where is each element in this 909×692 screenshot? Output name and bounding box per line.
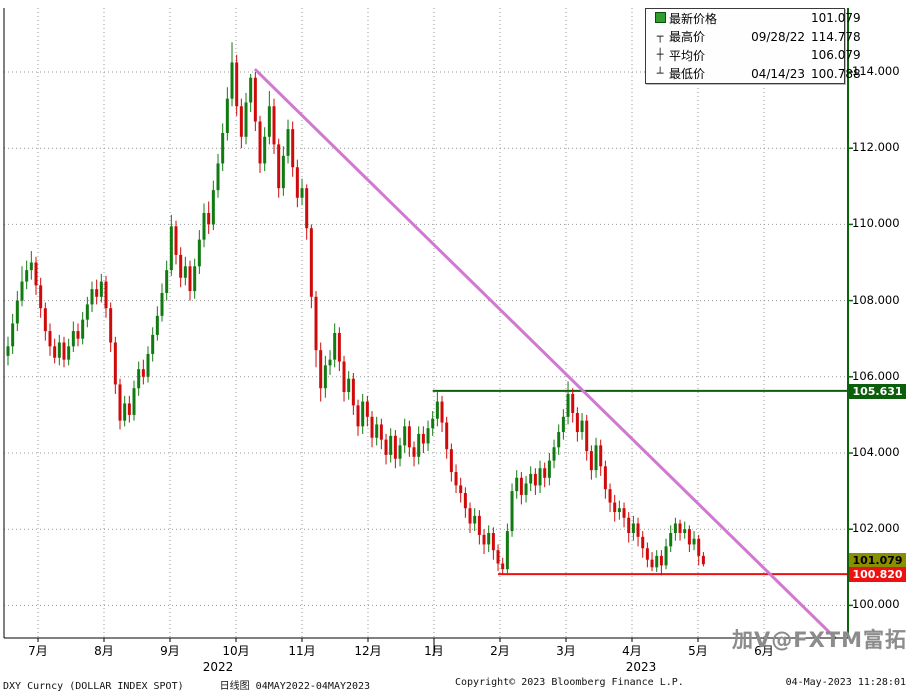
support-price-tag: 100.820 <box>849 567 906 583</box>
low-marker-icon <box>651 69 669 79</box>
legend-value: 101.079 <box>811 11 861 26</box>
legend-label: 最新价格 <box>669 11 718 26</box>
legend-row-high-price[interactable]: 最高价 09/28/22 114.778 <box>646 28 861 47</box>
instrument-name: DXY Curncy (DOLLAR INDEX SPOT) <box>3 681 184 692</box>
legend-date: 04/14/23 <box>751 66 805 81</box>
legend-label: 平均价 <box>669 48 706 63</box>
legend-row-average-price[interactable]: 平均价 106.079 <box>646 46 861 65</box>
legend-box: 最新价格 101.079 最高价 09/28/22 114.778 平均价 10… <box>645 8 861 84</box>
footer-instrument-block: DXY Curncy (DOLLAR INDEX SPOT) 日线图 04MAY… <box>3 677 370 692</box>
series-swatch-icon <box>651 11 669 25</box>
legend-date: 09/28/22 <box>751 29 805 44</box>
resistance-price-tag: 105.631 <box>849 383 906 399</box>
timestamp-text: 04-May-2023 11:28:01 <box>785 677 906 688</box>
latest-price-tag: 101.079 <box>849 553 906 569</box>
high-marker-icon <box>651 32 669 42</box>
chart-period: 日线图 04MAY2022-04MAY2023 <box>219 681 371 692</box>
copyright-text: Copyright© 2023 Bloomberg Finance L.P. <box>455 677 684 688</box>
legend-label: 最高价 <box>669 30 706 45</box>
legend-value: 114.778 <box>811 29 861 44</box>
footer-bar: DXY Curncy (DOLLAR INDEX SPOT) 日线图 04MAY… <box>0 677 909 692</box>
legend-label: 最低价 <box>669 67 706 82</box>
legend-row-latest-price[interactable]: 最新价格 101.079 <box>646 9 861 28</box>
watermark-text: 加V@FXTM富拓 <box>731 628 907 652</box>
legend-row-low-price[interactable]: 最低价 04/14/23 100.788 <box>646 65 861 84</box>
average-marker-icon <box>651 50 669 60</box>
legend-value: 100.788 <box>811 66 861 81</box>
legend-value: 106.079 <box>811 48 861 63</box>
